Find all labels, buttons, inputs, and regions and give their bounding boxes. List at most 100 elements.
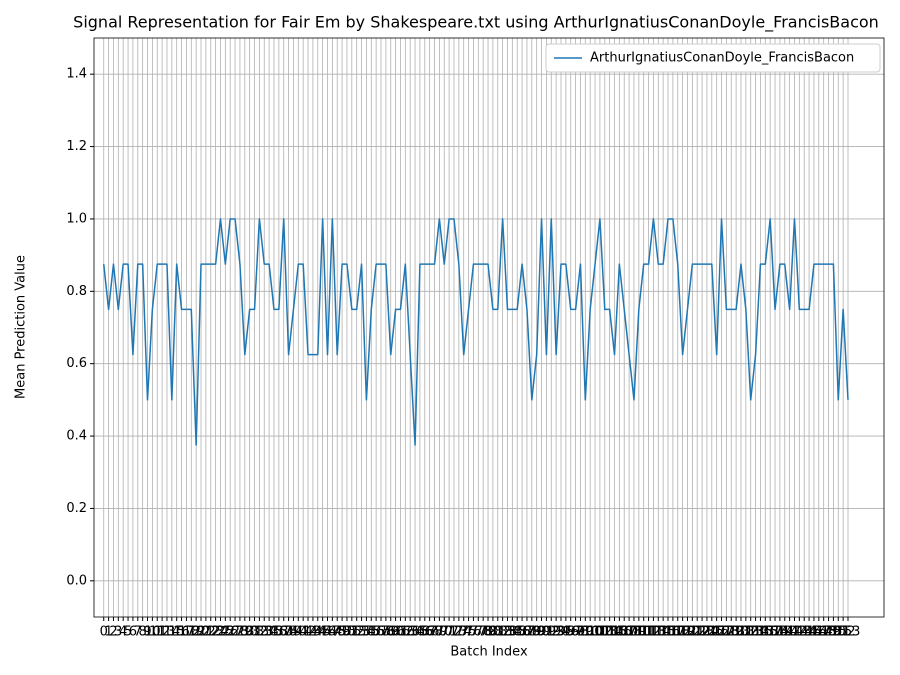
x-tick-label: 150 [821, 625, 846, 640]
x-tick-label: 134 [743, 625, 768, 640]
x-tick-label: 90 [533, 625, 550, 640]
x-tick-label: 57 [373, 625, 390, 640]
x-tick-label: 22 [202, 625, 219, 640]
x-tick-label: 105 [602, 625, 627, 640]
x-tick-label: 33 [256, 625, 273, 640]
x-tick-label: 23 [207, 625, 224, 640]
x-tick-label: 56 [368, 625, 385, 640]
x-tick-label: 110 [626, 625, 651, 640]
x-tick-label: 120 [675, 625, 700, 640]
x-tick-label: 72 [446, 625, 463, 640]
x-tick-label: 77 [470, 625, 487, 640]
x-tick-label: 47 [324, 625, 341, 640]
x-tick-label: 15 [168, 625, 185, 640]
x-tick-label: 0 [100, 625, 108, 640]
x-tick-label: 9 [143, 625, 151, 640]
x-tick-label: 103 [592, 625, 617, 640]
x-tick-label: 139 [767, 625, 792, 640]
x-tick-label: 30 [241, 625, 258, 640]
x-tick-label: 11 [149, 625, 166, 640]
x-tick-label: 19 [188, 625, 205, 640]
x-tick-label: 45 [314, 625, 331, 640]
x-tick-label: 67 [421, 625, 438, 640]
x-tick-label: 71 [441, 625, 458, 640]
x-tick-label: 145 [797, 625, 822, 640]
x-tick-label: 138 [763, 625, 788, 640]
x-tick-label: 95 [558, 625, 575, 640]
x-tick-label: 144 [792, 625, 817, 640]
x-tick-label: 115 [651, 625, 676, 640]
x-tick-label: 64 [407, 625, 424, 640]
x-tick-label: 62 [397, 625, 414, 640]
x-tick-label: 135 [748, 625, 773, 640]
x-tick-label: 40 [290, 625, 307, 640]
x-tick-label: 121 [680, 625, 705, 640]
x-tick-label: 32 [251, 625, 268, 640]
x-tick-label: 7 [134, 625, 142, 640]
x-tick-label: 50 [339, 625, 356, 640]
x-tick-label: 117 [660, 625, 685, 640]
x-tick-label: 129 [719, 625, 744, 640]
x-tick-label: 44 [309, 625, 326, 640]
x-tick-label: 63 [402, 625, 419, 640]
x-tick-label: 46 [319, 625, 336, 640]
x-tick-label: 128 [714, 625, 739, 640]
x-tick-label: 87 [519, 625, 536, 640]
x-tick-label: 54 [358, 625, 375, 640]
x-tick-label: 140 [772, 625, 797, 640]
x-tick-label: 73 [451, 625, 468, 640]
x-tick-label: 132 [733, 625, 758, 640]
x-tick-label: 83 [499, 625, 516, 640]
x-tick-label: 153 [836, 625, 861, 640]
x-tick-label: 76 [465, 625, 482, 640]
x-tick-label: 108 [617, 625, 642, 640]
y-tick-label: 0.4 [66, 429, 87, 444]
x-tick-label: 94 [553, 625, 570, 640]
x-tick-label: 107 [612, 625, 637, 640]
x-tick-label: 48 [329, 625, 346, 640]
x-tick-label: 8 [139, 625, 147, 640]
x-tick-label: 133 [738, 625, 763, 640]
x-tick-label: 36 [271, 625, 288, 640]
x-tick-label: 61 [392, 625, 409, 640]
legend-label: ArthurIgnatiusConanDoyle_FrancisBacon [590, 51, 854, 66]
x-tick-label: 43 [305, 625, 322, 640]
x-tick-label: 79 [480, 625, 497, 640]
x-tick-label: 86 [514, 625, 531, 640]
x-tick-label: 148 [811, 625, 836, 640]
x-tick-label: 89 [528, 625, 545, 640]
x-tick-label: 49 [334, 625, 351, 640]
legend-box [545, 43, 881, 73]
x-tick-label: 112 [636, 625, 661, 640]
x-tick-label: 26 [222, 625, 239, 640]
x-tick-label: 85 [509, 625, 526, 640]
x-tick-label: 21 [198, 625, 215, 640]
x-tick-label: 81 [489, 625, 506, 640]
x-tick-label: 27 [227, 625, 244, 640]
x-tick-label: 149 [816, 625, 841, 640]
chart-title: Signal Representation for Fair Em by Sha… [73, 13, 879, 33]
y-tick-label: 0.6 [66, 356, 87, 371]
x-tick-label: 74 [455, 625, 472, 640]
x-tick-label: 151 [826, 625, 851, 640]
x-tick-label: 70 [436, 625, 453, 640]
x-tick-label: 126 [704, 625, 729, 640]
x-tick-label: 99 [577, 625, 594, 640]
x-tick-label: 142 [782, 625, 807, 640]
x-tick-label: 6 [129, 625, 137, 640]
x-tick-label: 25 [217, 625, 234, 640]
x-tick-label: 69 [431, 625, 448, 640]
x-tick-label: 13 [159, 625, 176, 640]
y-tick-label: 0.2 [66, 501, 87, 516]
x-tick-label: 93 [548, 625, 565, 640]
x-tick-label: 1 [104, 625, 112, 640]
x-tick-label: 84 [504, 625, 521, 640]
x-tick-label: 141 [777, 625, 802, 640]
x-tick-label: 124 [695, 625, 720, 640]
x-tick-label: 143 [787, 625, 812, 640]
x-tick-label: 20 [193, 625, 210, 640]
x-tick-label: 137 [758, 625, 783, 640]
x-tick-label: 39 [285, 625, 302, 640]
x-tick-label: 104 [597, 625, 622, 640]
